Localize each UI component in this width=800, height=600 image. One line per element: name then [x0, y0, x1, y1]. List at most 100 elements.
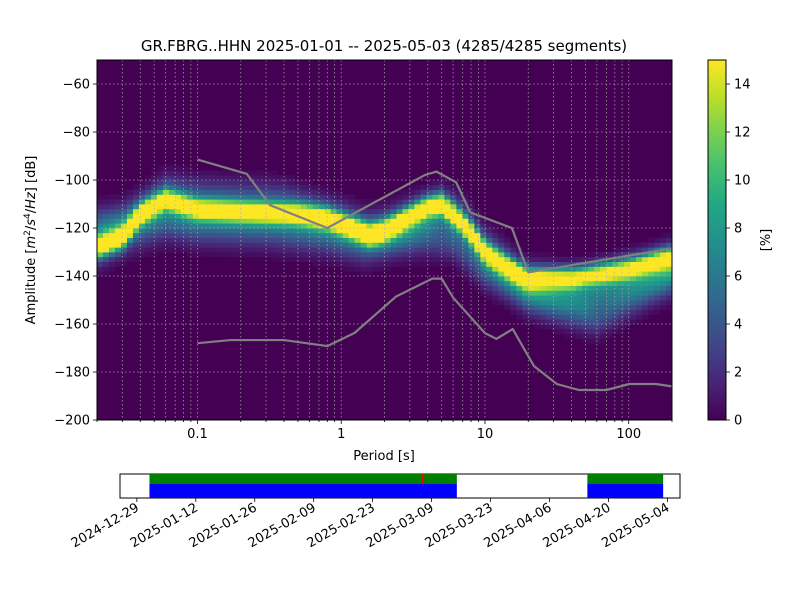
heatmap-cell [216, 242, 224, 248]
heatmap-cell [270, 256, 278, 262]
heatmap-cell [594, 309, 601, 315]
heatmap-cell [666, 276, 672, 282]
heatmap-cell [360, 223, 367, 229]
heatmap-cell [582, 304, 589, 310]
heatmap-cell [312, 199, 320, 205]
heatmap-cell [360, 208, 367, 214]
heatmap-cell [636, 256, 643, 262]
heatmap-cell [666, 232, 672, 238]
heatmap-cell [432, 218, 439, 224]
heatmap-cell [300, 189, 308, 195]
heatmap-cell [300, 228, 308, 234]
heatmap-cell [516, 304, 523, 310]
heatmap-cell [456, 218, 463, 224]
heatmap-cell [594, 338, 601, 344]
heatmap-cell [420, 189, 427, 195]
heatmap-cell [198, 223, 206, 229]
heatmap-cell [198, 242, 206, 248]
reference-curve-high-noise [197, 158, 672, 274]
heatmap-cell [618, 280, 625, 286]
heatmap-cell [252, 237, 260, 243]
heatmap-cell [264, 204, 272, 210]
heatmap-cell [432, 252, 439, 258]
heatmap-cell [492, 237, 499, 243]
heatmap-cell [312, 223, 320, 229]
heatmap-cell [402, 204, 409, 210]
heatmap-cell [342, 204, 349, 210]
heatmap-cell [450, 199, 457, 205]
grid-lines [97, 60, 672, 420]
heatmap-cell [432, 261, 439, 267]
heatmap-cell [606, 290, 613, 296]
heatmap-cell [186, 194, 194, 200]
x-axis-label: Period [s] [353, 449, 415, 464]
heatmap-cell [312, 213, 320, 219]
heatmap-cell [342, 247, 349, 253]
heatmap-cell [222, 252, 230, 258]
heatmap-cell [354, 199, 361, 205]
heatmap-cell [486, 237, 493, 243]
heatmap-cell [132, 247, 140, 253]
heatmap-cell [414, 184, 421, 190]
heatmap-cell [216, 208, 224, 214]
heatmap-cell [186, 218, 194, 224]
heatmap-cell [408, 189, 415, 195]
heatmap-cell [618, 300, 625, 306]
heatmap-cell [534, 309, 541, 315]
heatmap-cell [606, 271, 613, 277]
heatmap-cell [504, 295, 511, 301]
heatmap-cell [528, 280, 535, 286]
heatmap-cell [378, 213, 385, 219]
heatmap-cell [390, 252, 397, 258]
heatmap-cell [516, 276, 523, 282]
heatmap-cell [276, 242, 284, 248]
heatmap-cell [474, 237, 481, 243]
heatmap-cell [504, 271, 511, 277]
heatmap-cell [426, 194, 433, 200]
heatmap-cell [210, 252, 218, 258]
heatmap-cell [366, 223, 373, 229]
heatmap-cell [480, 285, 487, 291]
heatmap-cell [198, 252, 206, 258]
heatmap-cell [504, 252, 511, 258]
heatmap-cell [426, 180, 433, 186]
heatmap-cell [618, 252, 625, 258]
heatmap-cell [522, 266, 529, 272]
heatmap-cell [174, 194, 182, 200]
heatmap-cell [648, 309, 655, 315]
heatmap-cell [582, 276, 589, 282]
colorbar-label: [%] [759, 229, 774, 252]
heatmap-cell [414, 223, 421, 229]
heatmap-cell [660, 266, 667, 272]
heatmap-cell [432, 184, 439, 190]
heatmap-cell [408, 261, 415, 267]
heatmap-cell [492, 228, 499, 234]
heatmap-cell [636, 295, 643, 301]
heatmap-cell [282, 218, 290, 224]
heatmap-cell [666, 261, 672, 267]
heatmap-cell [606, 328, 613, 334]
heatmap-cell [492, 276, 499, 282]
heatmap-cell [198, 180, 206, 186]
heatmap-cell [180, 204, 188, 210]
heatmap-cell [552, 309, 559, 315]
heatmap-cell [216, 237, 224, 243]
heatmap-cell [228, 194, 236, 200]
heatmap-cell [564, 280, 571, 286]
heatmap-cell [180, 213, 188, 219]
heatmap-cell [102, 204, 110, 210]
heatmap-cell [528, 261, 535, 267]
heatmap-cell [186, 175, 194, 181]
heatmap-cell [384, 237, 391, 243]
heatmap-cell [240, 208, 248, 214]
heatmap-cell [97, 237, 104, 243]
heatmap-cell [120, 228, 128, 234]
heatmap-cell [588, 333, 595, 339]
heatmap-cell [204, 247, 212, 253]
heatmap-cell [270, 228, 278, 234]
heatmap-cell [348, 261, 355, 267]
plot-area: 0.1 1 10 100 −60−80−100−120−140−160−180−200 [54, 59, 673, 442]
heatmap-cell [492, 280, 499, 286]
heatmap-cell [516, 280, 523, 286]
heatmap-cell [192, 213, 200, 219]
